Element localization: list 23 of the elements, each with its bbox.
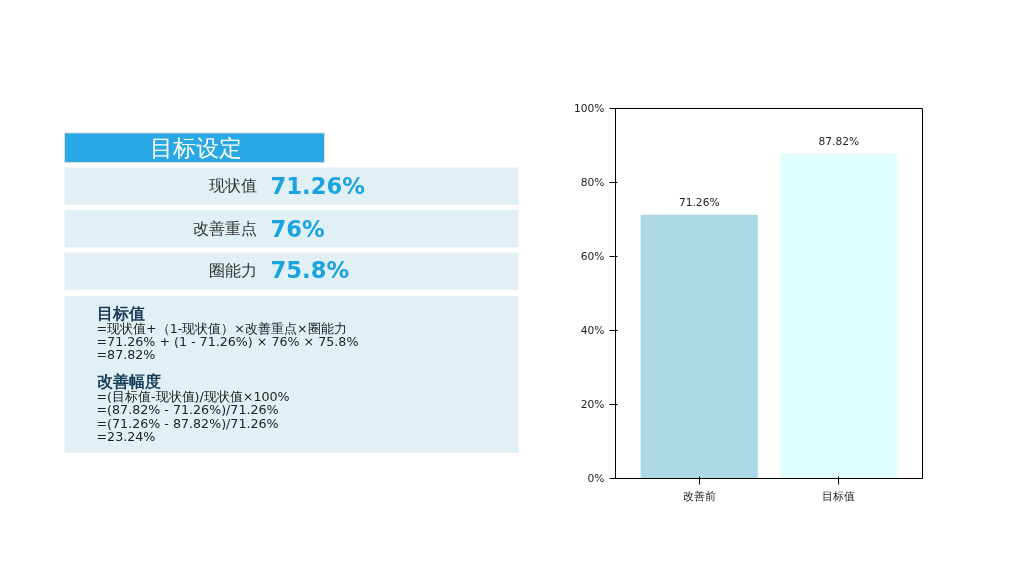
- y-tick-label: 40%: [580, 324, 605, 337]
- y-tick-label: 60%: [580, 250, 605, 263]
- text: =(71.26% - 87.82%)/71.26%: [96, 415, 279, 431]
- text: 71.26%: [270, 172, 365, 199]
- text: 改善幅度: [96, 372, 161, 391]
- text: =(目标值-现状值)/现状值×100%: [96, 389, 290, 405]
- text: =87.82%: [96, 347, 156, 363]
- text: 圈能力: [208, 260, 257, 280]
- text: =(87.82% - 71.26%)/71.26%: [96, 402, 279, 418]
- text: 目标设定: [149, 134, 242, 161]
- text: 目标值: [96, 303, 145, 323]
- text: 75.8%: [270, 257, 350, 284]
- y-tick-label: 20%: [580, 398, 605, 411]
- data-label: 71.26%: [678, 195, 720, 209]
- y-tick-label: 80%: [580, 176, 605, 189]
- text: 改善重点: [192, 219, 257, 239]
- text: 76%: [270, 215, 325, 242]
- y-tick-label: 0%: [587, 472, 605, 485]
- text: 现状值: [208, 176, 257, 196]
- text: =71.26% + (1 - 71.26%) × 76% × 75.8%: [96, 334, 359, 350]
- data-label: 87.82%: [818, 134, 860, 148]
- y-tick-label: 100%: [574, 102, 605, 115]
- x-tick-label: 改善前: [682, 489, 716, 503]
